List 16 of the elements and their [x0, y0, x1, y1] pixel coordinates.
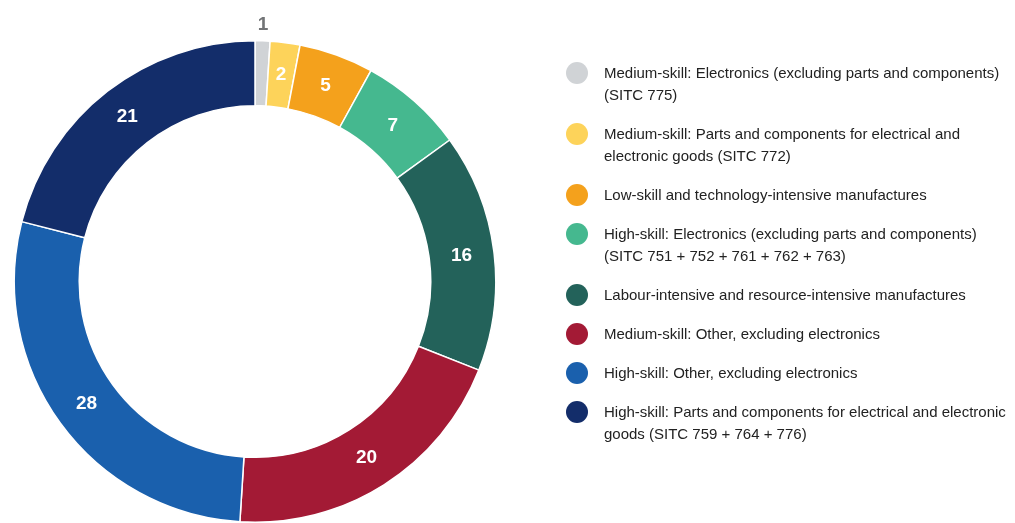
- data-label: 5: [320, 73, 332, 95]
- data-label: 2: [275, 63, 287, 85]
- legend-label: Medium-skill: Other, excluding electronics: [604, 324, 880, 344]
- legend-label: Medium-skill: Electronics (excluding parts and components) (SITC 775): [604, 63, 1001, 105]
- data-label: 28: [75, 392, 98, 414]
- data-label: 1: [257, 13, 269, 35]
- legend-label: Medium-skill: Parts and components for electrical and electronic goods (SITC 772): [604, 124, 961, 166]
- legend-label: High-skill: Other, excluding electronics: [604, 363, 858, 383]
- legend-label: High-skill: Parts and components for electrical and electronic goods (SITC 759 + 764 + 776): [604, 402, 1007, 444]
- data-label: 16: [451, 243, 473, 265]
- legend-label: High-skill: Electronics (excluding parts and components) (SITC 751 + 752 + 761 + 762 + 763): [604, 224, 978, 266]
- legend-label: Labour-intensive and resource-intensive manufactures: [604, 285, 966, 305]
- data-label: 7: [387, 113, 399, 135]
- data-label: 20: [356, 445, 378, 467]
- data-label: 21: [116, 105, 139, 127]
- legend-label: Low-skill and technology-intensive manufactures: [604, 185, 927, 205]
